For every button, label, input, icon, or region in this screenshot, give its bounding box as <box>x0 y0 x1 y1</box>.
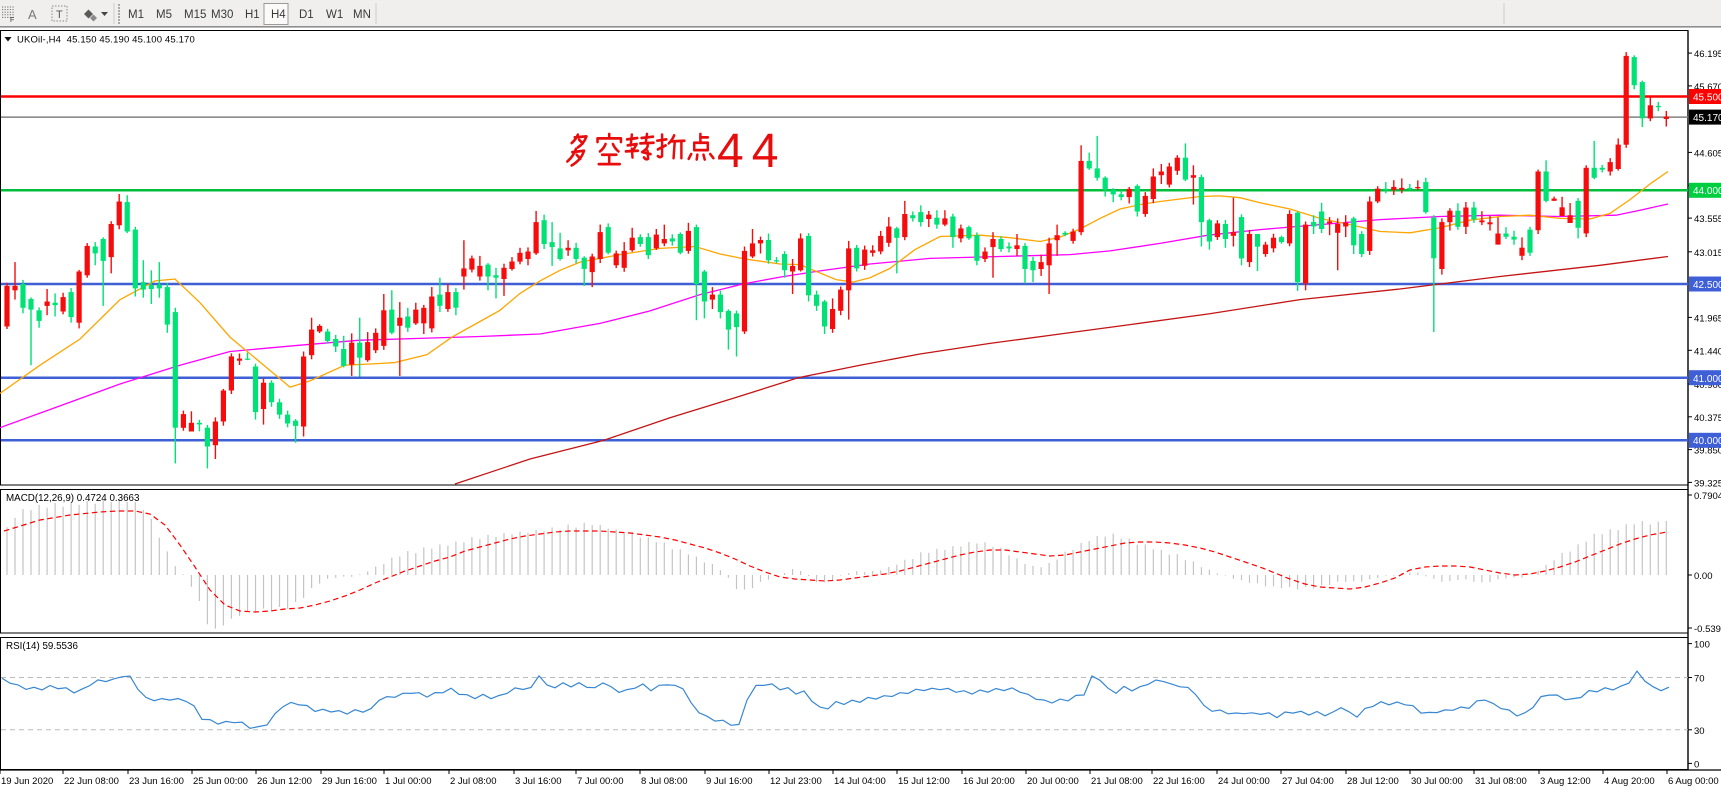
svg-text:45.170: 45.170 <box>1693 113 1721 124</box>
svg-text:W1: W1 <box>326 9 343 21</box>
svg-text:44: 44 <box>717 125 786 178</box>
svg-text:22 Jul 16:00: 22 Jul 16:00 <box>1153 776 1205 787</box>
svg-text:45.670: 45.670 <box>1694 82 1721 93</box>
svg-text:0: 0 <box>1694 759 1699 770</box>
svg-text:16 Jul 20:00: 16 Jul 20:00 <box>963 776 1015 787</box>
svg-text:H1: H1 <box>245 9 260 21</box>
svg-text:7 Jul 00:00: 7 Jul 00:00 <box>577 776 623 787</box>
svg-text:F: F <box>10 17 14 24</box>
svg-text:0.00: 0.00 <box>1694 571 1713 582</box>
svg-text:M15: M15 <box>184 9 206 21</box>
svg-text:41.965: 41.965 <box>1694 313 1721 324</box>
svg-text:70: 70 <box>1694 674 1705 685</box>
svg-text:15 Jul 12:00: 15 Jul 12:00 <box>898 776 950 787</box>
svg-text:21 Jul 08:00: 21 Jul 08:00 <box>1091 776 1143 787</box>
svg-text:42.500: 42.500 <box>1693 280 1721 291</box>
svg-text:3 Aug 12:00: 3 Aug 12:00 <box>1540 776 1591 787</box>
svg-text:12 Jul 23:00: 12 Jul 23:00 <box>770 776 822 787</box>
svg-text:22 Jun 08:00: 22 Jun 08:00 <box>64 776 119 787</box>
svg-text:4 Aug 20:00: 4 Aug 20:00 <box>1604 776 1655 787</box>
svg-text:28 Jul 12:00: 28 Jul 12:00 <box>1347 776 1399 787</box>
svg-text:M1: M1 <box>128 9 144 21</box>
svg-text:UKOil-,H4 45.150 45.190 45.10: UKOil-,H4 45.150 45.190 45.100 45.170 <box>17 35 195 46</box>
svg-text:40.900: 40.900 <box>1694 380 1721 391</box>
svg-text:44.605: 44.605 <box>1694 148 1721 159</box>
svg-text:M5: M5 <box>156 9 172 21</box>
svg-text:43.015: 43.015 <box>1694 248 1721 259</box>
svg-text:1 Jul 00:00: 1 Jul 00:00 <box>385 776 431 787</box>
svg-text:39.850: 39.850 <box>1694 446 1721 457</box>
svg-text:44.000: 44.000 <box>1693 186 1721 197</box>
svg-text:45.500: 45.500 <box>1693 93 1721 104</box>
svg-text:100: 100 <box>1694 640 1710 651</box>
svg-text:26 Jun 12:00: 26 Jun 12:00 <box>257 776 312 787</box>
svg-text:29 Jun 16:00: 29 Jun 16:00 <box>322 776 377 787</box>
svg-text:46.195: 46.195 <box>1694 49 1721 60</box>
svg-text:T: T <box>56 9 63 21</box>
svg-text:0.7904: 0.7904 <box>1694 491 1721 502</box>
svg-text:H4: H4 <box>271 9 286 21</box>
svg-text:2 Jul 08:00: 2 Jul 08:00 <box>450 776 496 787</box>
svg-text:30 Jul 00:00: 30 Jul 00:00 <box>1411 776 1463 787</box>
svg-text:23 Jun 16:00: 23 Jun 16:00 <box>129 776 184 787</box>
svg-text:A: A <box>28 7 37 22</box>
svg-text:25 Jun 00:00: 25 Jun 00:00 <box>193 776 248 787</box>
svg-text:9 Jul 16:00: 9 Jul 16:00 <box>706 776 752 787</box>
svg-text:3 Jul 16:00: 3 Jul 16:00 <box>515 776 561 787</box>
svg-text:43.555: 43.555 <box>1694 214 1721 225</box>
svg-text:40.000: 40.000 <box>1693 436 1721 447</box>
svg-text:27 Jul 04:00: 27 Jul 04:00 <box>1282 776 1334 787</box>
svg-text:41.440: 41.440 <box>1694 346 1721 357</box>
svg-text:MN: MN <box>353 9 371 21</box>
svg-text:M30: M30 <box>211 9 233 21</box>
svg-text:-0.5399: -0.5399 <box>1694 624 1721 635</box>
svg-text:40.375: 40.375 <box>1694 413 1721 424</box>
svg-text:RSI(14) 59.5536: RSI(14) 59.5536 <box>6 641 78 652</box>
svg-text:6 Aug 00:00: 6 Aug 00:00 <box>1668 776 1719 787</box>
svg-text:8 Jul 08:00: 8 Jul 08:00 <box>641 776 687 787</box>
svg-text:24 Jul 00:00: 24 Jul 00:00 <box>1218 776 1270 787</box>
svg-text:D1: D1 <box>299 9 314 21</box>
svg-text:39.325: 39.325 <box>1694 478 1721 489</box>
svg-text:19 Jun 2020: 19 Jun 2020 <box>1 776 53 787</box>
svg-text:31 Jul 08:00: 31 Jul 08:00 <box>1475 776 1527 787</box>
svg-text:41.000: 41.000 <box>1693 374 1721 385</box>
svg-text:MACD(12,26,9) 0.4724 0.3663: MACD(12,26,9) 0.4724 0.3663 <box>6 493 140 504</box>
svg-text:30: 30 <box>1694 726 1705 737</box>
svg-text:20 Jul 00:00: 20 Jul 00:00 <box>1027 776 1079 787</box>
svg-text:14 Jul 04:00: 14 Jul 04:00 <box>834 776 886 787</box>
